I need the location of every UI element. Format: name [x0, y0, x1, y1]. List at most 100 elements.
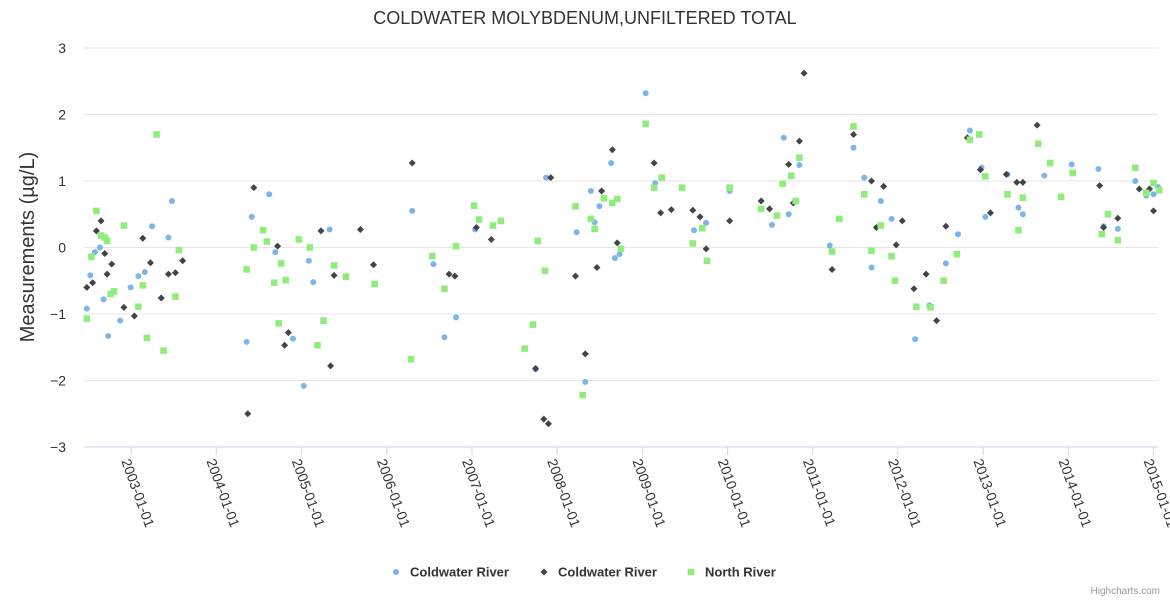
data-point[interactable]	[587, 187, 594, 194]
data-point[interactable]	[277, 260, 285, 267]
data-point[interactable]	[295, 236, 303, 243]
data-point[interactable]	[259, 226, 267, 234]
data-point[interactable]	[690, 227, 697, 234]
data-point[interactable]	[244, 410, 252, 418]
data-point[interactable]	[110, 288, 118, 295]
data-point[interactable]	[850, 144, 857, 151]
data-point[interactable]	[1069, 169, 1077, 177]
data-point[interactable]	[689, 206, 697, 214]
data-point[interactable]	[168, 197, 175, 204]
data-point[interactable]	[532, 365, 540, 373]
data-point[interactable]	[613, 195, 621, 203]
data-point[interactable]	[910, 285, 918, 293]
data-point[interactable]	[608, 146, 616, 154]
data-point[interactable]	[248, 213, 255, 220]
data-point[interactable]	[272, 249, 279, 256]
data-point[interactable]	[263, 238, 271, 245]
data-point[interactable]	[103, 237, 111, 245]
data-point[interactable]	[792, 197, 799, 205]
data-point[interactable]	[1004, 191, 1011, 198]
data-point[interactable]	[266, 191, 273, 198]
data-point[interactable]	[942, 222, 950, 230]
data-point[interactable]	[785, 211, 792, 218]
data-point[interactable]	[1096, 182, 1104, 190]
data-point[interactable]	[877, 222, 885, 229]
data-point[interactable]	[689, 240, 697, 247]
data-point[interactable]	[120, 222, 128, 229]
data-point[interactable]	[642, 120, 649, 128]
data-point[interactable]	[581, 350, 589, 358]
data-point[interactable]	[922, 270, 930, 278]
data-point[interactable]	[868, 264, 875, 271]
data-point[interactable]	[157, 294, 165, 302]
data-point[interactable]	[149, 223, 156, 230]
data-point[interactable]	[642, 90, 649, 97]
data-point[interactable]	[282, 276, 290, 284]
data-point[interactable]	[835, 215, 843, 223]
data-point[interactable]	[850, 123, 857, 130]
data-point[interactable]	[1057, 193, 1065, 201]
data-point[interactable]	[888, 252, 895, 260]
data-point[interactable]	[1095, 166, 1102, 173]
data-point[interactable]	[1013, 178, 1021, 186]
data-point[interactable]	[130, 312, 138, 320]
data-point[interactable]	[787, 172, 795, 179]
data-point[interactable]	[250, 184, 258, 192]
data-point[interactable]	[1041, 172, 1048, 179]
data-point[interactable]	[982, 213, 989, 220]
data-point[interactable]	[143, 334, 151, 342]
data-point[interactable]	[105, 332, 112, 339]
legend-item[interactable]: North River	[687, 565, 776, 580]
data-point[interactable]	[779, 180, 786, 187]
data-point[interactable]	[780, 134, 787, 141]
data-point[interactable]	[888, 215, 895, 222]
data-point[interactable]	[470, 202, 478, 209]
data-point[interactable]	[966, 127, 973, 134]
data-point[interactable]	[571, 272, 579, 280]
data-point[interactable]	[912, 303, 920, 310]
data-point[interactable]	[441, 285, 448, 293]
data-point[interactable]	[371, 280, 378, 288]
data-point[interactable]	[608, 160, 615, 167]
data-point[interactable]	[107, 290, 114, 298]
data-point[interactable]	[593, 263, 601, 271]
data-point[interactable]	[667, 206, 675, 214]
data-point[interactable]	[1019, 211, 1026, 218]
data-point[interactable]	[850, 130, 858, 138]
data-point[interactable]	[1104, 210, 1112, 218]
data-point[interactable]	[703, 257, 711, 265]
data-point[interactable]	[541, 267, 549, 275]
data-point[interactable]	[101, 234, 109, 241]
data-point[interactable]	[306, 244, 314, 251]
data-point[interactable]	[1019, 194, 1027, 201]
data-point[interactable]	[290, 335, 297, 342]
data-point[interactable]	[284, 329, 292, 337]
data-point[interactable]	[600, 194, 608, 202]
data-point[interactable]	[699, 224, 706, 232]
data-point[interactable]	[250, 244, 258, 251]
data-point[interactable]	[544, 420, 552, 428]
data-point[interactable]	[100, 296, 107, 303]
data-point[interactable]	[867, 177, 875, 185]
data-point[interactable]	[868, 247, 875, 255]
data-point[interactable]	[940, 277, 947, 285]
data-point[interactable]	[108, 260, 116, 268]
data-point[interactable]	[611, 255, 618, 262]
data-point[interactable]	[892, 241, 900, 249]
data-point[interactable]	[89, 279, 97, 287]
data-point[interactable]	[521, 345, 528, 352]
data-point[interactable]	[409, 207, 416, 214]
data-point[interactable]	[609, 199, 616, 207]
data-point[interactable]	[1142, 189, 1150, 197]
legend-item[interactable]: Coldwater River	[393, 565, 509, 580]
data-point[interactable]	[1068, 161, 1075, 168]
data-point[interactable]	[160, 347, 167, 354]
data-point[interactable]	[441, 334, 448, 341]
data-point[interactable]	[702, 245, 710, 253]
data-point[interactable]	[572, 202, 579, 210]
data-point[interactable]	[146, 259, 154, 267]
data-point[interactable]	[534, 237, 541, 245]
data-point[interactable]	[171, 269, 179, 277]
data-point[interactable]	[1100, 224, 1108, 232]
data-point[interactable]	[274, 242, 282, 250]
